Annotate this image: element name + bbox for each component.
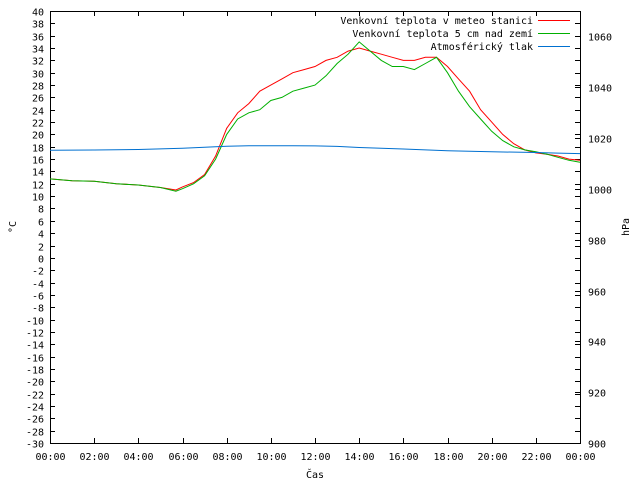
left-tick-label: 26 (32, 94, 44, 105)
left-tick-label: -4 (32, 280, 44, 291)
right-tick-label: 1000 (588, 186, 612, 197)
left-tick-label: 6 (38, 218, 44, 229)
x-tick-label: 04:00 (123, 452, 153, 463)
right-axis-label: hPa (621, 218, 632, 236)
left-tick-label: 14 (32, 168, 44, 179)
right-tick-label: 900 (588, 440, 606, 451)
x-tick-label: 06:00 (168, 452, 198, 463)
left-tick-label: -14 (26, 341, 44, 352)
left-tick-label: 12 (32, 181, 44, 192)
left-tick-label: -28 (26, 428, 44, 439)
left-tick-label: 32 (32, 57, 44, 68)
left-tick-label: -10 (26, 317, 44, 328)
x-tick-label: 22:00 (521, 452, 551, 463)
legend-label: Venkovní teplota v meteo stanici (340, 15, 533, 27)
left-tick-label: 2 (38, 243, 44, 254)
x-tick-label: 14:00 (344, 452, 374, 463)
left-tick-label: -20 (26, 378, 44, 389)
x-tick-label: 00:00 (565, 452, 595, 463)
left-axis-label: °C (8, 221, 19, 233)
series-line-2 (49, 145, 581, 155)
left-tick-label: 22 (32, 119, 44, 130)
left-tick-label: -22 (26, 391, 44, 402)
left-tick-label: -24 (26, 403, 44, 414)
x-tick-label: 18:00 (433, 452, 463, 463)
right-axis-ticks: 1060 1040 1020 1000 980 960 940 920 900 (575, 33, 612, 451)
series-line-0 (49, 47, 581, 191)
right-tick-label: 1040 (588, 84, 612, 95)
series-lines (49, 41, 581, 192)
x-tick-label: 20:00 (477, 452, 507, 463)
left-tick-label: -8 (32, 304, 44, 315)
right-tick-label: 1060 (588, 33, 612, 44)
left-axis-ticks: 4038363432302826242220181614121086420-2-… (26, 8, 580, 451)
right-tick-label: 980 (588, 237, 606, 248)
left-tick-label: -2 (32, 267, 44, 278)
left-tick-label: 36 (32, 33, 44, 44)
left-tick-label: 16 (32, 156, 44, 167)
x-tick-label: 08:00 (212, 452, 242, 463)
left-tick-label: 34 (32, 45, 44, 56)
right-tick-label: 1020 (588, 135, 612, 146)
left-tick-label: 24 (32, 107, 44, 118)
left-tick-label: 8 (38, 205, 44, 216)
left-tick-label: -26 (26, 415, 44, 426)
left-tick-label: -30 (26, 440, 44, 451)
left-tick-label: 28 (32, 82, 44, 93)
left-tick-label: 4 (38, 230, 44, 241)
legend-label: Atmosférický tlak (431, 41, 533, 53)
left-tick-label: -16 (26, 354, 44, 365)
legend: Venkovní teplota v meteo staniciVenkovní… (340, 15, 570, 53)
right-tick-label: 960 (588, 288, 606, 299)
x-tick-label: 16:00 (388, 452, 418, 463)
x-axis-label: Čas (306, 468, 324, 480)
x-tick-label: 12:00 (300, 452, 330, 463)
left-tick-label: -6 (32, 292, 44, 303)
right-tick-label: 920 (588, 389, 606, 400)
x-axis-ticks: 00:00 02:00 04:00 06:00 08:00 10:00 12:00 14:00… (35, 11, 596, 463)
x-tick-label: 02:00 (79, 452, 109, 463)
left-tick-label: 30 (32, 70, 44, 81)
series-line-1 (49, 41, 581, 192)
left-tick-label: 18 (32, 144, 44, 155)
right-tick-label: 940 (588, 338, 606, 349)
left-tick-label: 10 (32, 193, 44, 204)
x-tick-label: 10:00 (256, 452, 286, 463)
left-tick-label: 38 (32, 20, 44, 31)
left-tick-label: 20 (32, 131, 44, 142)
left-tick-label: 0 (38, 255, 44, 266)
x-tick-label: 00:00 (35, 452, 65, 463)
legend-label: Venkovní teplota 5 cm nad zemí (352, 28, 533, 40)
left-tick-label: -12 (26, 329, 44, 340)
plot-frame (50, 11, 581, 444)
left-tick-label: -18 (26, 366, 44, 377)
left-tick-label: 40 (32, 8, 44, 19)
